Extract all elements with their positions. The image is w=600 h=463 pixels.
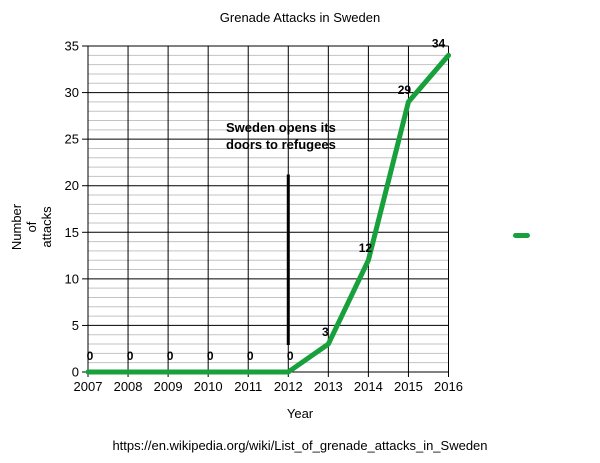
data-label: 0 bbox=[287, 349, 294, 363]
x-tick-label: 2011 bbox=[234, 379, 262, 394]
y-tick-label: 20 bbox=[65, 178, 79, 193]
data-label: 12 bbox=[359, 241, 373, 255]
x-tick-label: 2008 bbox=[114, 379, 143, 394]
annotation-line-2: doors to refugees bbox=[226, 137, 336, 152]
y-tick-label: 0 bbox=[72, 365, 79, 380]
x-tick-label: 2009 bbox=[154, 379, 183, 394]
x-tick-label: 2007 bbox=[74, 379, 103, 394]
data-label: 34 bbox=[432, 36, 446, 50]
x-axis-title: Year bbox=[286, 406, 314, 421]
x-tick-label: 2015 bbox=[394, 379, 423, 394]
legend-series-dash bbox=[513, 233, 530, 238]
x-tick-label: 2010 bbox=[194, 379, 223, 394]
data-label: 0 bbox=[167, 349, 174, 363]
data-label: 0 bbox=[247, 349, 254, 363]
x-tick-label: 2013 bbox=[314, 379, 343, 394]
data-label: 0 bbox=[127, 349, 134, 363]
source-url: https://en.wikipedia.org/wiki/List_of_gr… bbox=[112, 438, 488, 453]
chart-title: Grenade Attacks in Sweden bbox=[219, 10, 381, 25]
x-tick-label: 2012 bbox=[274, 379, 303, 394]
y-tick-label: 35 bbox=[65, 39, 79, 54]
data-label: 3 bbox=[322, 325, 329, 339]
data-label: 0 bbox=[207, 349, 214, 363]
annotation-line-1: Sweden opens its bbox=[226, 120, 336, 135]
y-tick-label: 30 bbox=[65, 85, 79, 100]
annotation-text: Sweden opens its doors to refugees bbox=[226, 119, 336, 153]
x-tick-label: 2016 bbox=[434, 379, 463, 394]
data-label: 29 bbox=[398, 83, 412, 97]
y-tick-label: 10 bbox=[65, 271, 79, 286]
y-tick-label: 15 bbox=[65, 225, 79, 240]
series-line bbox=[85, 52, 451, 375]
y-tick-label: 5 bbox=[72, 318, 79, 333]
data-label: 0 bbox=[87, 349, 94, 363]
x-tick-label: 2014 bbox=[354, 379, 383, 394]
y-tick-label: 25 bbox=[65, 132, 79, 147]
